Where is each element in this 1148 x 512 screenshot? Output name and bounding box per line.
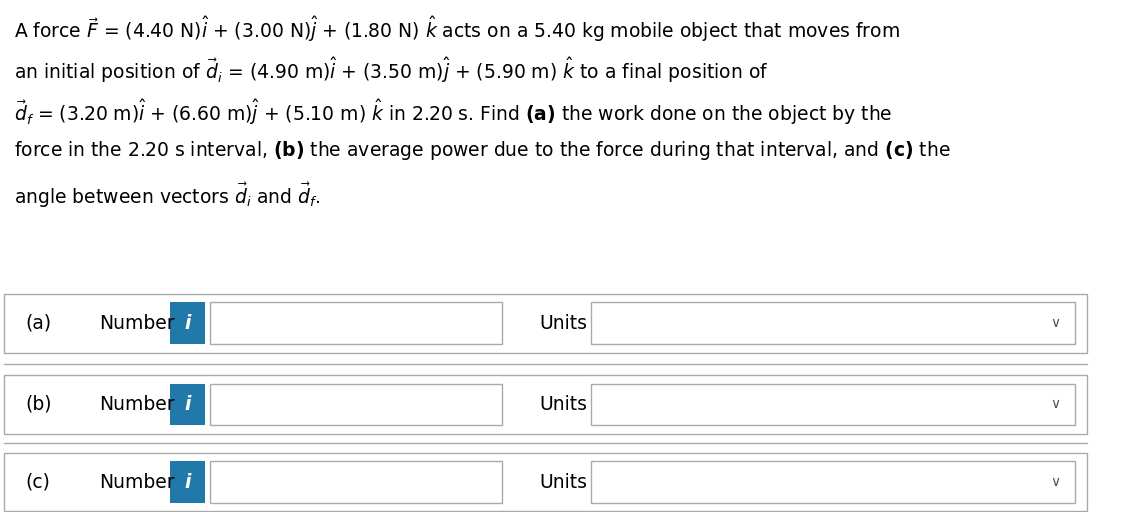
Text: Units: Units bbox=[540, 314, 588, 333]
Text: A force $\vec{F}$ = (4.40 N)$\hat{i}$ + (3.00 N)$\hat{j}$ + (1.80 N) $\hat{k}$ a: A force $\vec{F}$ = (4.40 N)$\hat{i}$ + … bbox=[15, 14, 900, 44]
Text: ∨: ∨ bbox=[1050, 316, 1061, 330]
FancyBboxPatch shape bbox=[3, 375, 1087, 434]
Text: ∨: ∨ bbox=[1050, 475, 1061, 489]
Text: angle between vectors $\vec{d}_{i}$ and $\vec{d}_{f}$.: angle between vectors $\vec{d}_{i}$ and … bbox=[15, 180, 321, 209]
Text: Number: Number bbox=[99, 395, 174, 414]
Text: Number: Number bbox=[99, 473, 174, 492]
FancyBboxPatch shape bbox=[210, 461, 502, 503]
FancyBboxPatch shape bbox=[210, 303, 502, 345]
FancyBboxPatch shape bbox=[591, 461, 1075, 503]
Text: Number: Number bbox=[99, 314, 174, 333]
FancyBboxPatch shape bbox=[170, 383, 204, 425]
FancyBboxPatch shape bbox=[591, 303, 1075, 345]
FancyBboxPatch shape bbox=[591, 383, 1075, 425]
Text: i: i bbox=[184, 314, 191, 333]
Text: $\vec{d}_{f}$ = (3.20 m)$\hat{i}$ + (6.60 m)$\hat{j}$ + (5.10 m) $\hat{k}$ in 2.: $\vec{d}_{f}$ = (3.20 m)$\hat{i}$ + (6.6… bbox=[15, 97, 893, 127]
Text: (b): (b) bbox=[25, 395, 52, 414]
FancyBboxPatch shape bbox=[210, 383, 502, 425]
Text: Units: Units bbox=[540, 473, 588, 492]
FancyBboxPatch shape bbox=[170, 303, 204, 345]
Text: force in the 2.20 s interval, $\mathbf{(b)}$ the average power due to the force : force in the 2.20 s interval, $\mathbf{(… bbox=[15, 139, 951, 162]
Text: (a): (a) bbox=[25, 314, 52, 333]
Text: an initial position of $\vec{d}_{i}$ = (4.90 m)$\hat{i}$ + (3.50 m)$\hat{j}$ + (: an initial position of $\vec{d}_{i}$ = (… bbox=[15, 56, 769, 86]
FancyBboxPatch shape bbox=[3, 453, 1087, 511]
FancyBboxPatch shape bbox=[3, 294, 1087, 353]
Text: Units: Units bbox=[540, 395, 588, 414]
Text: (c): (c) bbox=[25, 473, 51, 492]
Text: i: i bbox=[184, 395, 191, 414]
Text: i: i bbox=[184, 473, 191, 492]
FancyBboxPatch shape bbox=[170, 461, 204, 503]
Text: ∨: ∨ bbox=[1050, 397, 1061, 412]
